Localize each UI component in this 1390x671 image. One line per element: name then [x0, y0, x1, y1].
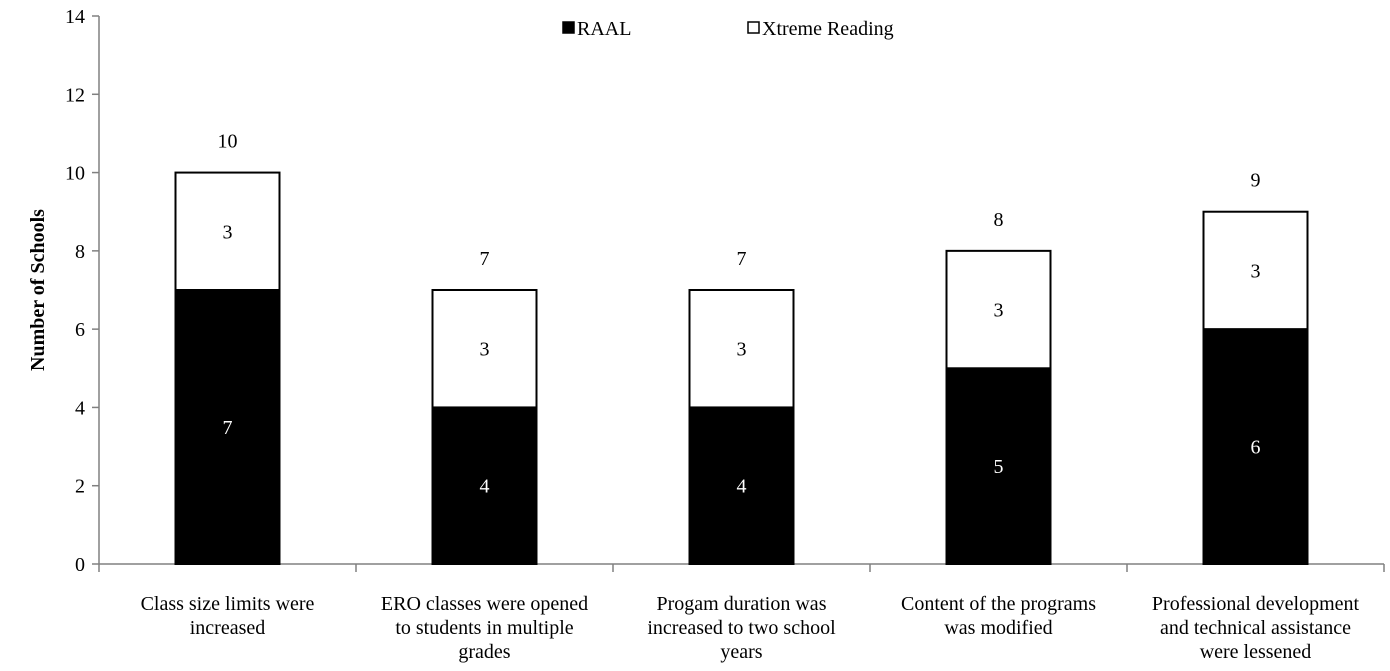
x-category-label: Professional development	[1152, 593, 1360, 615]
bar-segment-xtreme-reading	[945, 249, 1052, 370]
x-category-label: grades	[458, 641, 510, 663]
legend-label: RAAL	[577, 18, 631, 40]
y-tick-label: 12	[65, 84, 85, 106]
legend-swatch	[562, 21, 575, 34]
bar-segment-xtreme-reading	[688, 289, 795, 409]
segment-value-label: 4	[737, 476, 747, 498]
x-category-label: Content of the programs	[901, 593, 1096, 615]
x-category-label: to students in multiple	[395, 617, 573, 639]
x-category-label: were lessened	[1200, 641, 1312, 663]
y-tick-label: 0	[75, 554, 85, 576]
bar-segment-raal	[688, 406, 795, 565]
y-tick-label: 2	[75, 476, 85, 498]
bar-segment-raal	[431, 406, 538, 565]
total-value-label: 8	[994, 209, 1004, 231]
bar-segment-raal	[1202, 328, 1309, 565]
x-category-label: was modified	[944, 617, 1052, 639]
bar-segment-raal	[174, 289, 281, 565]
y-tick-label: 4	[75, 397, 85, 419]
segment-value-label: 3	[480, 339, 490, 361]
segment-value-label: 3	[994, 300, 1004, 322]
segment-value-label: 3	[223, 221, 233, 243]
total-value-label: 10	[218, 131, 238, 153]
x-category-label: Progam duration was	[657, 593, 827, 615]
segment-value-label: 5	[994, 456, 1004, 478]
x-category-label: Class size limits were	[141, 593, 315, 615]
bar-segment-xtreme-reading	[174, 171, 281, 291]
total-value-label: 7	[480, 248, 490, 270]
y-tick-label: 6	[75, 319, 85, 341]
y-tick-label: 14	[65, 6, 85, 28]
x-category-label: increased	[190, 617, 266, 639]
bar-segment-xtreme-reading	[1202, 210, 1309, 331]
total-value-label: 7	[737, 248, 747, 270]
total-value-label: 9	[1251, 170, 1261, 192]
legend-label: Xtreme Reading	[762, 18, 894, 40]
segment-value-label: 6	[1251, 437, 1261, 459]
segment-value-label: 7	[223, 417, 233, 439]
segment-value-label: 3	[1251, 260, 1261, 282]
x-category-label: ERO classes were opened	[381, 593, 588, 615]
x-category-label: years	[720, 641, 762, 663]
y-axis-label: Number of Schools	[27, 209, 49, 371]
x-category-label: increased to two school	[647, 617, 836, 639]
bar-segment-xtreme-reading	[431, 289, 538, 409]
y-tick-label: 10	[65, 163, 85, 185]
x-category-label: and technical assistance	[1160, 617, 1351, 639]
segment-value-label: 4	[480, 476, 490, 498]
segment-value-label: 3	[737, 339, 747, 361]
legend-swatch	[747, 21, 760, 34]
y-tick-label: 8	[75, 241, 85, 263]
